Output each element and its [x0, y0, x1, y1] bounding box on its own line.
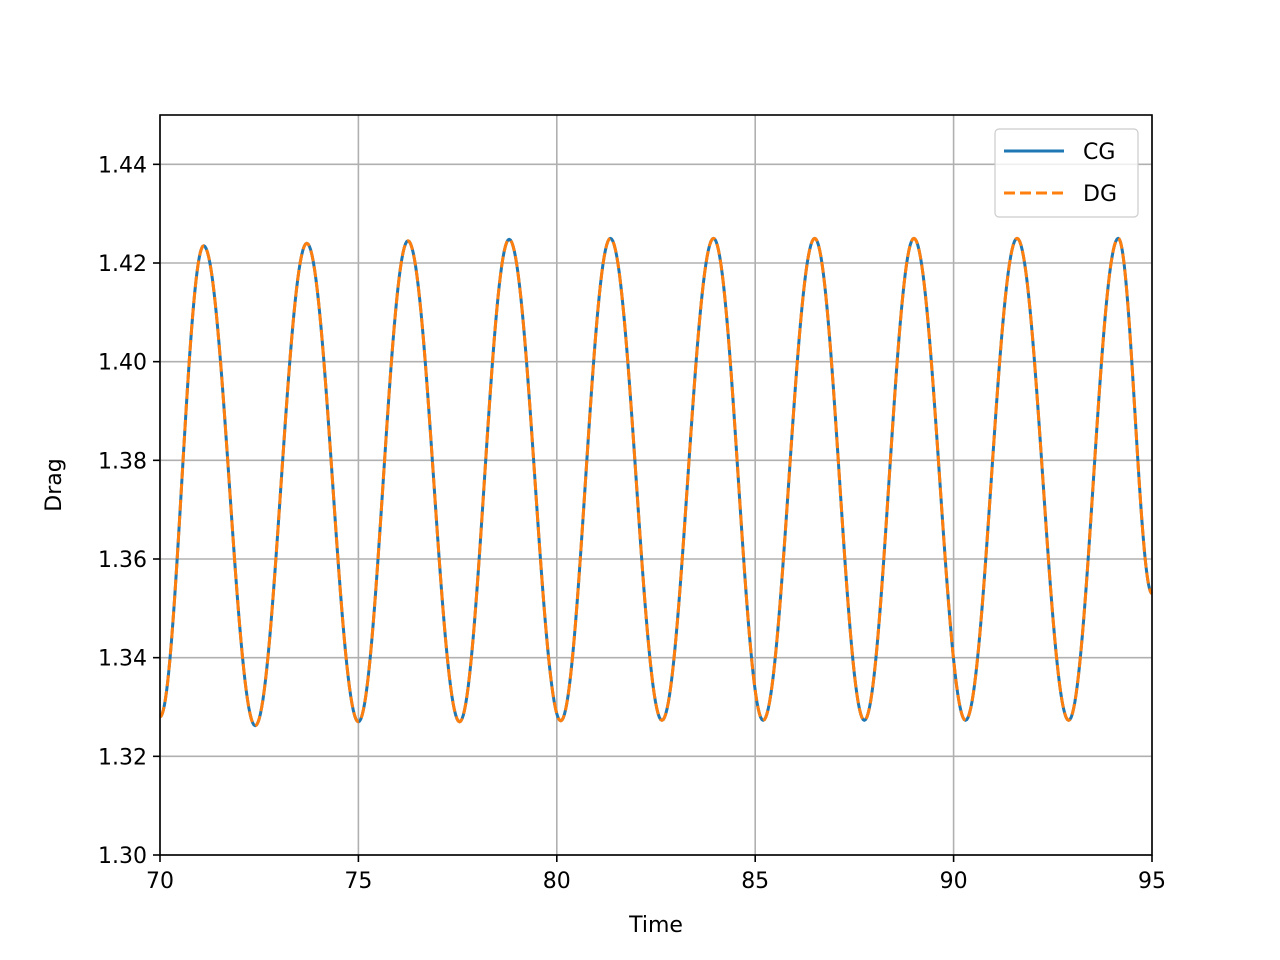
y-tick-label: 1.42: [98, 252, 147, 277]
series-layer: [159, 236, 1153, 728]
x-tick-label: 90: [940, 869, 968, 894]
y-tick-label: 1.32: [98, 745, 147, 770]
x-tick-label: 85: [741, 869, 769, 894]
legend: CG DG: [994, 128, 1139, 218]
x-tick-label: 95: [1138, 869, 1166, 894]
legend-label-dg: DG: [1083, 182, 1117, 207]
axis-ticks: 70 75 80 85 90 95 1.30 1.32 1.34 1.36 1.38 1.40 1.42…: [98, 153, 1166, 894]
y-tick-label: 1.44: [98, 153, 147, 178]
x-tick-label: 80: [543, 869, 571, 894]
y-axis-label: Drag: [42, 458, 67, 511]
y-tick-label: 1.36: [98, 548, 147, 573]
legend-label-cg: CG: [1083, 140, 1115, 165]
x-tick-label: 70: [146, 869, 174, 894]
series-line-dg: [159, 236, 1153, 728]
y-tick-label: 1.38: [98, 449, 147, 474]
y-tick-label: 1.30: [98, 844, 147, 869]
x-tick-label: 75: [344, 869, 372, 894]
plot-frame: [159, 114, 1153, 856]
y-tick-label: 1.34: [98, 647, 147, 672]
y-tick-label: 1.40: [98, 351, 147, 376]
x-axis-label: Time: [628, 913, 683, 938]
plot-background: [160, 115, 1152, 855]
